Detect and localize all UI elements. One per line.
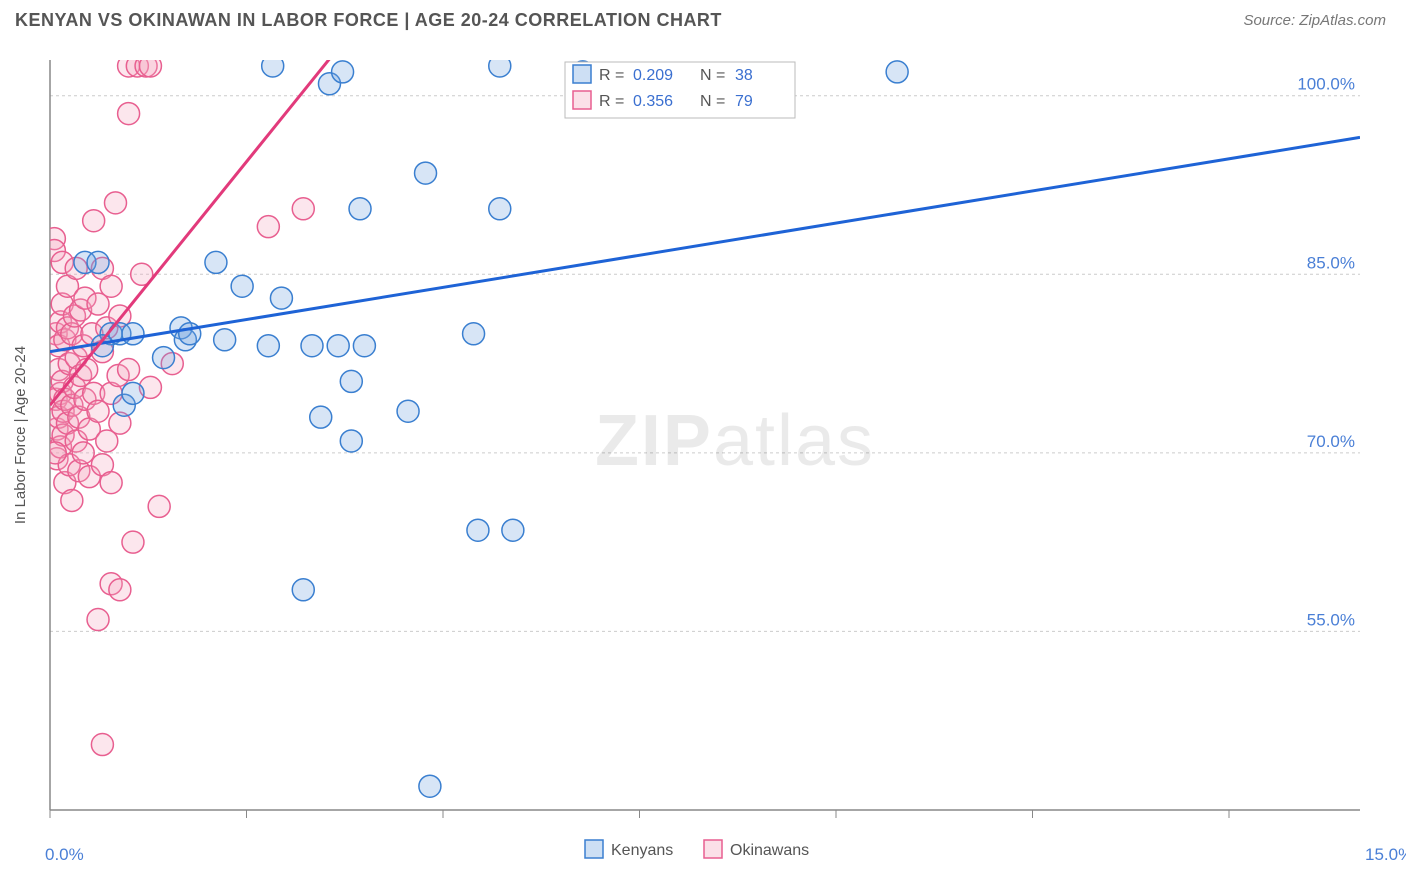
source-label: Source: ZipAtlas.com — [1243, 12, 1386, 29]
chart-title: KENYAN VS OKINAWAN IN LABOR FORCE | AGE … — [15, 10, 722, 31]
svg-text:0.209: 0.209 — [633, 67, 673, 84]
watermark: ZIPatlas — [595, 401, 875, 481]
y-axis-label: In Labor Force | Age 20-24 — [12, 346, 29, 524]
x-tick-label: 0.0% — [45, 845, 84, 864]
svg-text:79: 79 — [735, 93, 753, 110]
y-tick-label: 100.0% — [1297, 75, 1355, 94]
series-okinawans — [43, 55, 314, 756]
svg-text:R =: R = — [599, 67, 624, 84]
svg-text:Kenyans: Kenyans — [611, 842, 673, 859]
y-tick-label: 55.0% — [1307, 610, 1355, 629]
svg-text:N =: N = — [700, 93, 725, 110]
y-tick-label: 85.0% — [1307, 253, 1355, 272]
svg-text:0.356: 0.356 — [633, 93, 673, 110]
x-tick-label: 15.0% — [1365, 845, 1406, 864]
svg-text:Okinawans: Okinawans — [730, 842, 809, 859]
correlation-chart: 55.0% 70.0% 85.0% 100.0% ZIPatlas 0.0% 15.0% In… — [0, 50, 1406, 892]
svg-text:38: 38 — [735, 67, 753, 84]
svg-text:R =: R = — [599, 93, 624, 110]
y-tick-label: 70.0% — [1307, 432, 1355, 451]
stats-legend: R = 0.209 N = 38 R = 0.356 N = 79 — [565, 62, 795, 118]
category-legend: Kenyans Okinawans — [585, 840, 809, 859]
svg-text:N =: N = — [700, 67, 725, 84]
trendline-kenyans — [50, 137, 1360, 351]
